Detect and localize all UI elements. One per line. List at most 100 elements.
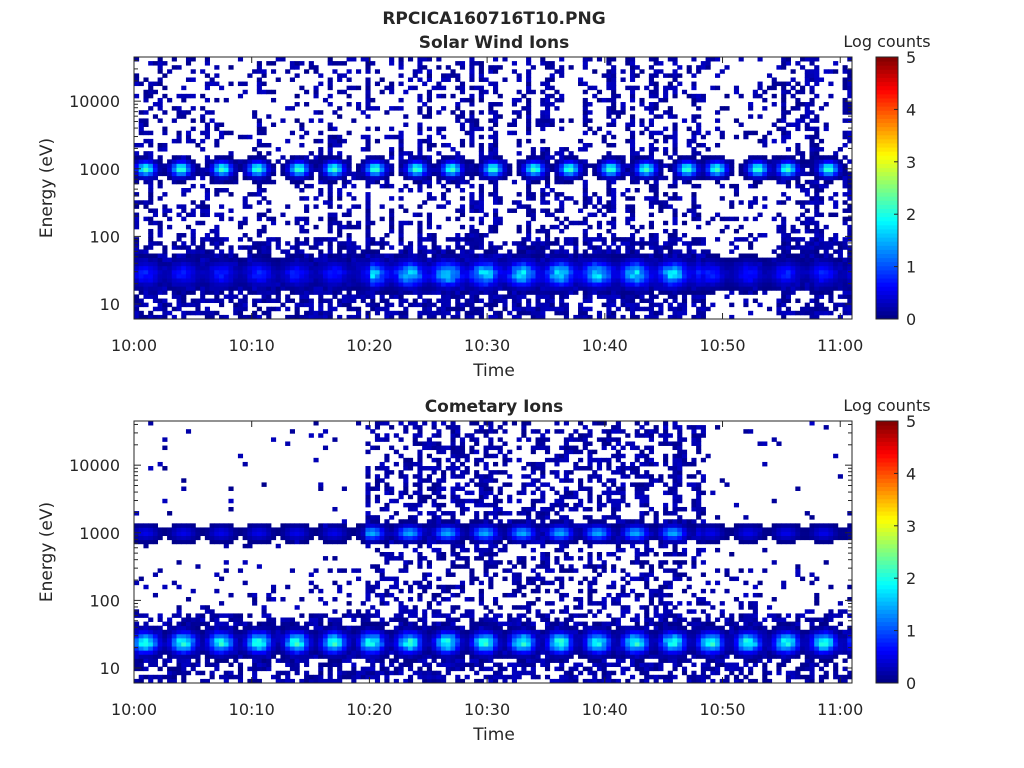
- heatmap-cell: [469, 196, 475, 201]
- heatmap-cell: [143, 179, 149, 185]
- heatmap-cell: [833, 61, 839, 66]
- heatmap-cell: [601, 171, 607, 177]
- heatmap-cell: [540, 147, 546, 152]
- heatmap-cell: [559, 249, 565, 254]
- heatmap-cell: [289, 159, 295, 164]
- heatmap-cell: [847, 208, 853, 213]
- heatmap-cell: [700, 290, 706, 295]
- heatmap-cell: [738, 93, 744, 99]
- heatmap-cell: [748, 155, 754, 160]
- heatmap-cell: [752, 183, 758, 189]
- heatmap-cell: [441, 249, 447, 254]
- heatmap-cell: [242, 134, 248, 140]
- heatmap-cell: [653, 196, 659, 201]
- heatmap-cell: [422, 114, 428, 119]
- heatmap-cell: [483, 261, 489, 267]
- heatmap-cell: [417, 167, 423, 173]
- heatmap-cell: [478, 200, 484, 205]
- heatmap-cell: [294, 278, 300, 283]
- heatmap-cell: [455, 155, 461, 160]
- heatmap-cell: [185, 138, 192, 144]
- heatmap-cell: [804, 224, 810, 230]
- heatmap-cell: [242, 298, 248, 304]
- heatmap-cell: [544, 237, 551, 242]
- heatmap-cell: [407, 188, 414, 193]
- heatmap-cell: [459, 282, 466, 287]
- heatmap-cell: [407, 155, 414, 160]
- heatmap-cell: [837, 269, 843, 275]
- heatmap-cell: [700, 142, 706, 148]
- heatmap-cell: [176, 269, 182, 275]
- heatmap-cell: [280, 155, 286, 160]
- heatmap-cell: [559, 245, 565, 250]
- heatmap-cell: [828, 69, 834, 74]
- heatmap-cell: [469, 294, 475, 299]
- heatmap-cell: [445, 306, 451, 312]
- heatmap-cell: [615, 273, 621, 279]
- heatmap-cell: [370, 265, 376, 271]
- heatmap-cell: [691, 155, 697, 160]
- heatmap-cell: [705, 290, 711, 295]
- heatmap-cell: [488, 253, 494, 258]
- heatmap-cell: [304, 253, 310, 258]
- heatmap-cell: [573, 163, 579, 168]
- heatmap-cell: [252, 261, 258, 267]
- heatmap-cell: [318, 159, 324, 164]
- heatmap-cell: [653, 89, 659, 95]
- heatmap-cell: [596, 167, 603, 173]
- heatmap-cell: [611, 192, 617, 197]
- heatmap-cell: [828, 155, 834, 160]
- heatmap-cell: [223, 188, 229, 193]
- heatmap-cell: [304, 261, 310, 267]
- heatmap-cell: [398, 130, 404, 136]
- heatmap-cell: [185, 155, 192, 160]
- heatmap-cell: [417, 65, 423, 70]
- heatmap-cell: [422, 298, 428, 304]
- heatmap-cell: [233, 302, 239, 308]
- heatmap-cell: [554, 306, 560, 312]
- colorbar-segment: [876, 220, 898, 226]
- heatmap-cell: [261, 163, 267, 168]
- heatmap-cell: [209, 159, 215, 164]
- heatmap-cell: [677, 269, 683, 275]
- heatmap-cell: [223, 269, 229, 275]
- heatmap-cell: [601, 286, 607, 291]
- heatmap-cell: [445, 163, 451, 168]
- heatmap-cell: [672, 77, 678, 82]
- heatmap-cell: [521, 253, 527, 258]
- heatmap-cell: [535, 163, 541, 168]
- heatmap-cell: [138, 81, 144, 87]
- heatmap-cell: [696, 93, 702, 99]
- heatmap-cell: [691, 163, 697, 168]
- heatmap-cell: [511, 208, 518, 213]
- heatmap-cell: [719, 269, 725, 275]
- heatmap-cell: [521, 245, 527, 250]
- heatmap-cell: [795, 106, 801, 111]
- heatmap-cell: [578, 138, 584, 144]
- heatmap-cell: [143, 118, 149, 123]
- heatmap-cell: [738, 253, 744, 258]
- heatmap-cell: [568, 278, 574, 283]
- heatmap-cell: [521, 261, 527, 267]
- heatmap-cell: [781, 89, 787, 95]
- heatmap-cell: [308, 269, 314, 275]
- heatmap-cell: [252, 286, 258, 291]
- heatmap-cell: [200, 171, 206, 177]
- heatmap-cell: [370, 273, 376, 279]
- heatmap-cell: [417, 290, 423, 295]
- heatmap-cell: [341, 294, 347, 299]
- heatmap-cell: [559, 163, 565, 168]
- heatmap-cell: [606, 61, 612, 66]
- heatmap-cell: [299, 298, 305, 304]
- heatmap-cell: [157, 57, 163, 62]
- heatmap-cell: [445, 159, 451, 164]
- heatmap-cell: [389, 61, 395, 66]
- heatmap-cell: [181, 290, 187, 295]
- heatmap-cell: [134, 257, 140, 263]
- heatmap-cell: [809, 57, 815, 62]
- heatmap-cell: [247, 245, 253, 250]
- heatmap-cell: [148, 171, 154, 177]
- heatmap-cell: [795, 89, 801, 95]
- heatmap-cell: [337, 204, 343, 209]
- heatmap-cell: [526, 273, 532, 279]
